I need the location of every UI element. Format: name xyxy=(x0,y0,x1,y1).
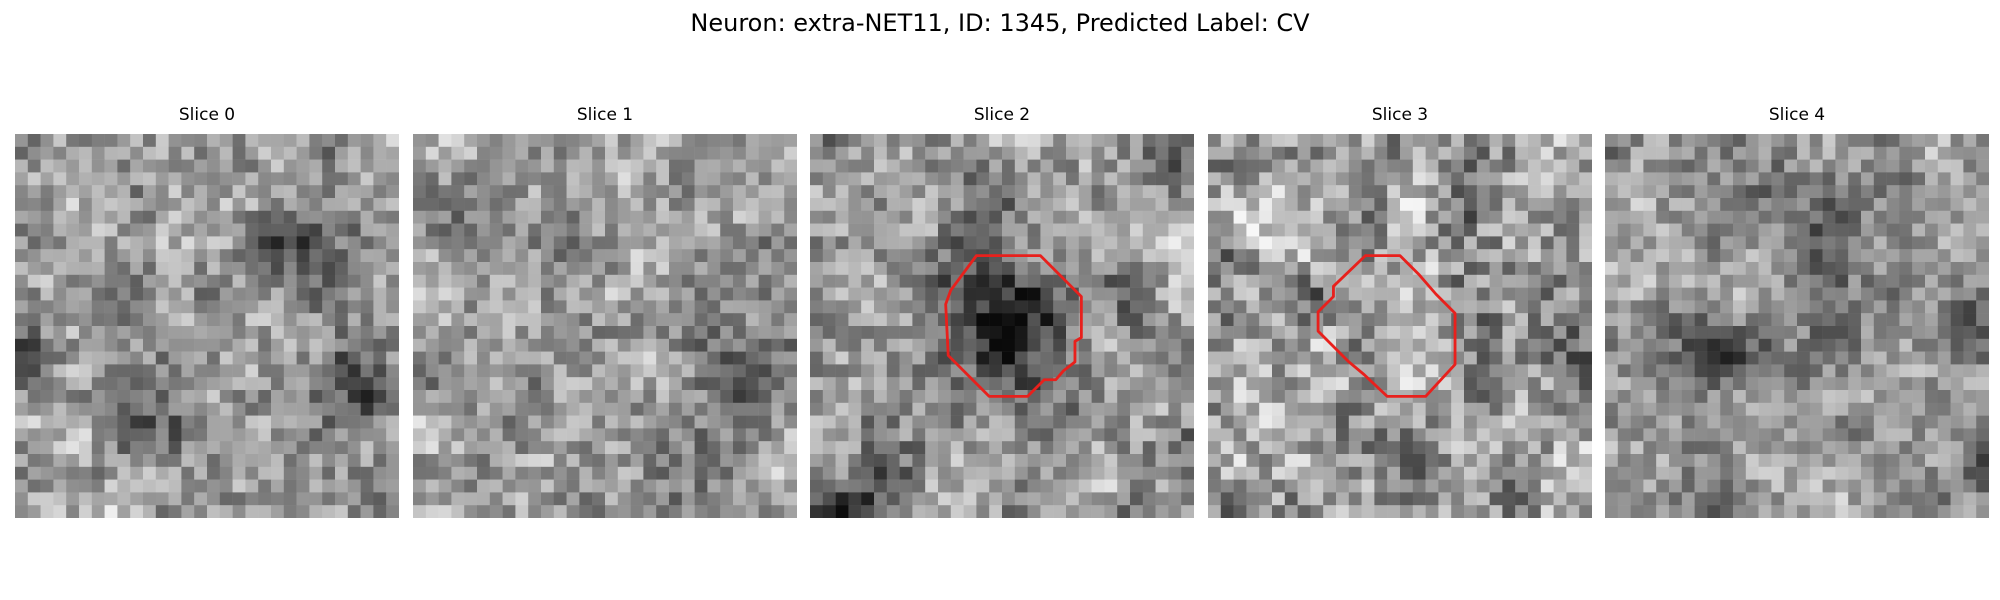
slice-panel-3: Slice 3 xyxy=(1208,104,1592,518)
pixel-grid xyxy=(413,134,797,518)
figure-title: Neuron: extra-NET11, ID: 1345, Predicted… xyxy=(690,9,1310,37)
slice-title-4: Slice 4 xyxy=(1768,105,1826,125)
slice-title-3: Slice 3 xyxy=(1371,105,1429,125)
pixel-grid xyxy=(810,134,1194,518)
slice-image-3 xyxy=(1208,134,1592,518)
slice-title-1: Slice 1 xyxy=(576,105,634,125)
slice-heatmap-1 xyxy=(413,134,797,518)
roi-contour xyxy=(944,254,1083,398)
slice-panel-2: Slice 2 xyxy=(810,104,1194,518)
slice-panel-0: Slice 0 xyxy=(15,104,399,518)
pixel-grid xyxy=(15,134,399,518)
slice-image-2 xyxy=(810,134,1194,518)
pixel-grid xyxy=(1605,134,1989,518)
slice-heatmap-3 xyxy=(1208,134,1592,518)
slice-title-0: Slice 0 xyxy=(178,105,236,125)
slice-image-4 xyxy=(1605,134,1989,518)
roi-contour xyxy=(1316,254,1457,398)
slice-image-0 xyxy=(15,134,399,518)
slice-panel-4: Slice 4 xyxy=(1605,104,1989,518)
pixel-grid xyxy=(1208,134,1592,518)
slice-image-1 xyxy=(413,134,797,518)
slice-title-2: Slice 2 xyxy=(973,105,1031,125)
slice-heatmap-4 xyxy=(1605,134,1989,518)
slice-panel-1: Slice 1 xyxy=(413,104,797,518)
slice-heatmap-0 xyxy=(15,134,399,518)
slice-heatmap-2 xyxy=(810,134,1194,518)
